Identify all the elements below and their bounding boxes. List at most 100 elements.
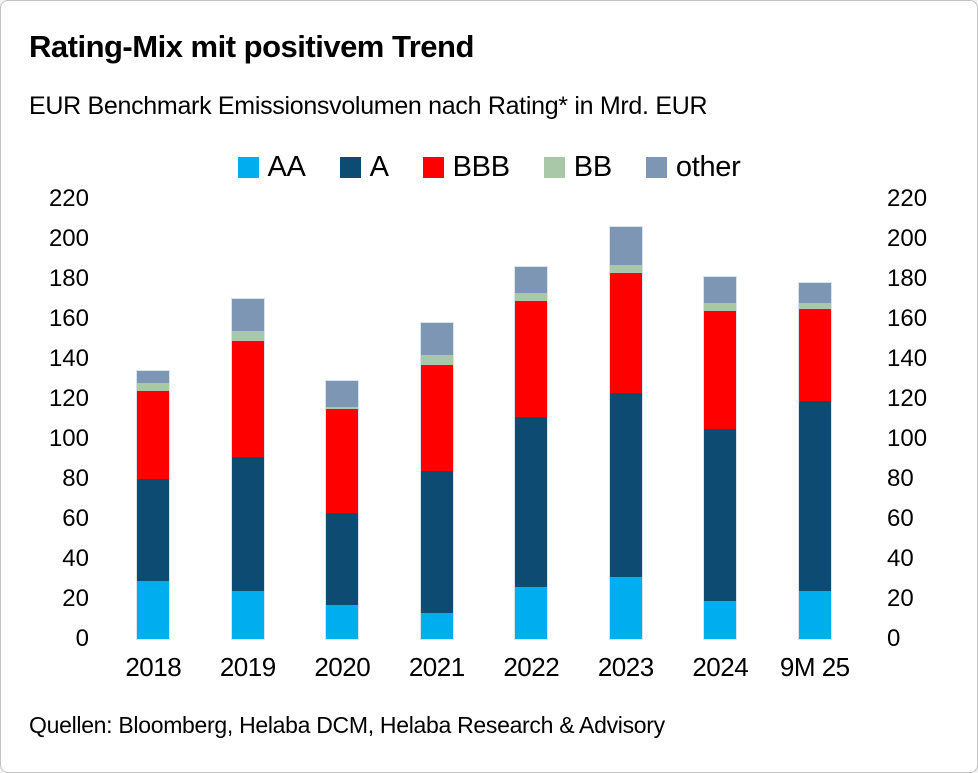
y-tick-label: 20: [887, 585, 914, 612]
bar-segment-AA: [420, 613, 453, 639]
bar-segment-A: [231, 457, 264, 591]
y-tick-label: 220: [48, 185, 89, 212]
y-tick-label: 20: [62, 585, 89, 612]
y-tick-label: 60: [887, 505, 914, 532]
legend-swatch-other: [645, 157, 667, 178]
x-tick-label-2019: 2019: [219, 652, 276, 682]
chart-legend: AA A BBB BB other: [1, 153, 977, 182]
y-tick-label: 160: [48, 305, 89, 332]
stacked-bar-2023: [608, 226, 643, 640]
stacked-bar-2021: [419, 322, 454, 640]
bar-segment-BB: [137, 383, 170, 391]
stacked-bar-2024: [703, 276, 738, 640]
source-note: Quellen: Bloomberg, Helaba DCM, Helaba R…: [29, 712, 665, 738]
chart-subtitle: EUR Benchmark Emissionsvolumen nach Rati…: [29, 92, 708, 120]
legend-item-other: other: [645, 151, 741, 183]
bar-segment-AA: [137, 581, 170, 639]
x-tick-label-2020: 2020: [314, 652, 371, 682]
x-tick-label-2021: 2021: [408, 652, 465, 682]
bar-segment-other: [420, 323, 453, 355]
legend-label-BB: BB: [573, 151, 612, 183]
legend-swatch-BB: [543, 157, 565, 178]
bar-segment-BBB: [420, 365, 453, 471]
plot-area: [106, 199, 862, 640]
y-tick-label: 140: [887, 345, 928, 372]
legend-label-other: other: [675, 151, 741, 183]
y-tick-label: 180: [887, 265, 928, 292]
y-tick-label: 80: [887, 465, 914, 492]
bar-segment-BB: [704, 303, 737, 311]
x-tick-label-2024: 2024: [692, 652, 749, 682]
legend-label-A: A: [369, 151, 389, 183]
bar-segment-BBB: [515, 301, 548, 417]
y-tick-label: 40: [887, 545, 914, 572]
bar-segment-AA: [798, 591, 831, 639]
legend-item-A: A: [339, 151, 389, 183]
y-tick-label: 220: [887, 185, 928, 212]
stacked-bar-2022: [514, 266, 549, 640]
y-tick-label: 140: [48, 345, 89, 372]
bar-segment-other: [798, 283, 831, 303]
x-tick-label-2022: 2022: [503, 652, 560, 682]
y-axis-right: 0 20 40 60 80 100 120 140 160 180 200 220: [887, 185, 955, 652]
stacked-bar-9M-25: [797, 282, 832, 640]
bar-segment-BB: [798, 303, 831, 309]
chart-title: Rating-Mix mit positivem Trend: [29, 29, 474, 64]
bar-segment-BBB: [798, 309, 831, 401]
bar-segment-BB: [231, 331, 264, 341]
bar-segment-BBB: [137, 391, 170, 479]
y-tick-label: 160: [887, 305, 928, 332]
bar-segment-other: [326, 381, 359, 407]
y-tick-label: 40: [62, 545, 89, 572]
y-tick-label: 100: [887, 425, 928, 452]
stacked-bar-2019: [230, 298, 265, 640]
bar-segment-BBB: [704, 311, 737, 429]
y-tick-label: 200: [48, 225, 89, 252]
bar-segment-AA: [326, 605, 359, 639]
y-tick-label: 120: [48, 385, 89, 412]
bar-segment-A: [704, 429, 737, 601]
bar-segment-AA: [231, 591, 264, 639]
bar-segment-A: [137, 479, 170, 581]
bar-segment-BBB: [609, 273, 642, 393]
x-tick-label-2023: 2023: [597, 652, 654, 682]
y-tick-label: 200: [887, 225, 928, 252]
bar-segment-AA: [704, 601, 737, 639]
bar-segment-other: [609, 227, 642, 265]
bar-segment-A: [515, 417, 548, 587]
bar-segment-other: [231, 299, 264, 331]
legend-item-BBB: BBB: [422, 151, 510, 183]
x-tick-label-9M-25: 9M 25: [779, 652, 850, 682]
y-tick-label: 180: [48, 265, 89, 292]
legend-item-BB: BB: [543, 151, 612, 183]
bar-segment-BBB: [326, 409, 359, 513]
legend-swatch-AA: [237, 157, 259, 178]
stacked-bar-2018: [136, 370, 171, 640]
bar-segment-BB: [326, 407, 359, 409]
bar-segment-BBB: [231, 341, 264, 457]
legend-label-BBB: BBB: [452, 151, 510, 183]
legend-label-AA: AA: [267, 151, 306, 183]
y-tick-label: 0: [75, 625, 89, 652]
legend-item-AA: AA: [237, 151, 306, 183]
legend-swatch-A: [339, 157, 361, 178]
bar-segment-AA: [515, 587, 548, 639]
bar-segment-A: [609, 393, 642, 577]
y-tick-label: 80: [62, 465, 89, 492]
bar-segment-BB: [420, 355, 453, 365]
y-tick-label: 100: [48, 425, 89, 452]
bar-segment-BB: [609, 265, 642, 273]
bar-segment-AA: [609, 577, 642, 639]
bar-segment-other: [704, 277, 737, 303]
bar-segment-other: [515, 267, 548, 293]
bar-segment-A: [420, 471, 453, 613]
y-tick-label: 60: [62, 505, 89, 532]
y-tick-label: 0: [887, 625, 901, 652]
stacked-bar-2020: [325, 380, 360, 640]
bar-segment-other: [137, 371, 170, 383]
y-tick-label: 120: [887, 385, 928, 412]
legend-swatch-BBB: [422, 157, 444, 178]
y-axis-left: 0 20 40 60 80 100 120 140 160 180 200 220: [21, 185, 89, 652]
bar-segment-A: [326, 513, 359, 605]
